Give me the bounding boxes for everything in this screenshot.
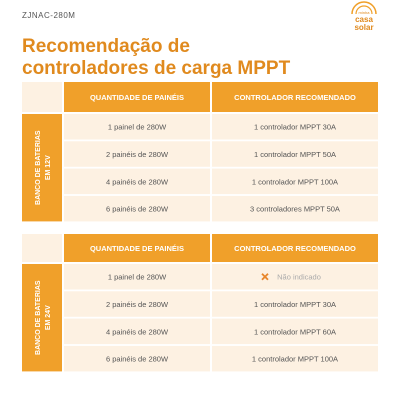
cell-text: 1 painel de 280W <box>108 273 167 282</box>
side-label: EM 24V <box>45 305 52 330</box>
table-cell <box>212 168 378 195</box>
table-cell <box>64 195 210 222</box>
product-code: ZJNAC-280M <box>22 11 75 20</box>
table-cell <box>212 195 378 222</box>
cell-text: 1 controlador MPPT 100A <box>252 355 338 364</box>
logo: minha casa solar <box>351 1 377 32</box>
table-cell <box>212 141 378 167</box>
table-cell <box>64 318 210 345</box>
title: Recomendação de <box>22 36 190 57</box>
side-cell <box>22 114 62 222</box>
cell-text: 1 controlador MPPT 50A <box>254 150 336 159</box>
table-cell <box>64 345 210 372</box>
tables: QUANTIDADE DE PAINÉIS CONTROLADOR RECOMEN… <box>22 82 378 372</box>
table-cell <box>212 318 378 345</box>
column-header: QUANTIDADE DE PAINÉIS <box>90 244 184 253</box>
header-cell <box>212 82 378 112</box>
table-cell <box>212 345 378 372</box>
logo-text: solar <box>354 23 373 32</box>
column-header: CONTROLADOR RECOMENDADO <box>234 93 356 102</box>
cell-text: 6 painéis de 280W <box>106 355 169 364</box>
table-cell <box>212 264 378 290</box>
side-label: EM 12V <box>45 155 52 180</box>
logo-arc <box>355 5 373 15</box>
cell-text: 2 painéis de 280W <box>106 150 169 159</box>
column-header: QUANTIDADE DE PAINÉIS <box>90 93 184 102</box>
cell-text: 6 painéis de 280W <box>106 205 169 214</box>
side-label: BANCO DE BATERIAS <box>35 130 42 205</box>
table-cell <box>64 168 210 195</box>
corner-cell <box>22 234 62 262</box>
cell-text: 2 painéis de 280W <box>106 300 169 309</box>
table-cell <box>212 114 378 140</box>
logo-arc <box>351 1 377 15</box>
logo-text: minha <box>359 10 371 15</box>
title: controladores de carga MPPT <box>22 58 291 79</box>
cell-text: 1 controlador MPPT 100A <box>252 177 338 186</box>
side-label: BANCO DE BATERIAS <box>35 280 42 355</box>
cell-text: 3 controladores MPPT 50A <box>250 205 340 214</box>
cell-text: Não indicado <box>277 273 321 282</box>
cell-text: 1 controlador MPPT 30A <box>254 300 336 309</box>
x-icon <box>261 273 269 281</box>
header-cell <box>64 234 210 262</box>
cell-text: 1 painel de 280W <box>108 123 167 132</box>
cell-text: 1 controlador MPPT 30A <box>254 123 336 132</box>
table-cell <box>64 141 210 167</box>
table-cell <box>64 291 210 317</box>
table-cell <box>64 114 210 140</box>
table-cell <box>64 264 210 290</box>
header-cell <box>212 234 378 262</box>
cell-text: 1 controlador MPPT 60A <box>254 327 336 336</box>
logo-text: casa <box>355 15 373 24</box>
table-cell <box>212 291 378 317</box>
cell-text: 4 painéis de 280W <box>106 177 169 186</box>
corner-cell <box>22 82 62 112</box>
cell-text: 4 painéis de 280W <box>106 327 169 336</box>
column-header: CONTROLADOR RECOMENDADO <box>234 244 356 253</box>
side-cell <box>22 264 62 372</box>
header-cell <box>64 82 210 112</box>
